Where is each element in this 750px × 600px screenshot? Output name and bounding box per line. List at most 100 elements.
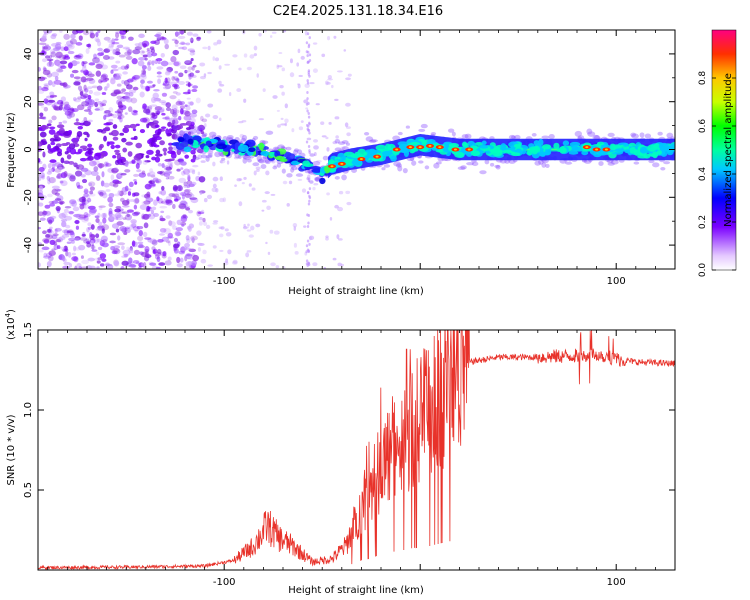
spectrogram-cell <box>120 65 127 70</box>
spectrogram-cell <box>306 109 309 113</box>
spectrogram-cell <box>132 49 141 55</box>
spectrogram-cell <box>308 74 311 78</box>
spectrogram-cell <box>96 106 104 111</box>
spectrogram-cell <box>332 257 337 261</box>
spectrogram-cell <box>289 58 293 64</box>
spectrogram-cell <box>337 141 346 145</box>
spectrogram-cell <box>43 98 49 104</box>
spectrogram-cell <box>146 50 153 53</box>
spectrogram-cell <box>160 210 165 214</box>
spectrogram-cell <box>218 80 222 85</box>
spectrogram-cell <box>64 206 72 209</box>
spectrogram-cell <box>314 176 320 182</box>
spectrogram-cell <box>174 31 181 36</box>
spectrogram-cell <box>232 54 238 58</box>
spectrogram-cell <box>81 217 89 223</box>
spectrogram-cell <box>154 156 161 163</box>
spectrogram-cell <box>84 137 88 142</box>
spectrogram-cell <box>140 83 144 88</box>
spectrogram-cell <box>173 237 179 243</box>
spectrogram-cell <box>248 234 254 238</box>
spectrogram-cell <box>151 52 158 57</box>
spectrogram-cell <box>112 48 117 55</box>
spectrogram-cell <box>308 168 313 174</box>
spectrogram-cell <box>38 211 44 217</box>
spectrogram-cell <box>219 176 223 181</box>
spectrogram-cell <box>80 174 86 178</box>
spectrogram-cell <box>63 170 68 178</box>
spectrogram-xlabel: Height of straight line (km) <box>288 286 424 297</box>
spectrogram-cell <box>192 154 197 160</box>
spectrogram-cell <box>183 146 192 153</box>
spectrogram-cell <box>142 213 150 218</box>
spectrogram-cell <box>49 226 53 230</box>
spectrogram-cell <box>187 138 194 145</box>
spectrogram-cell <box>117 107 124 114</box>
colorbar-tick-label: 0.4 <box>698 167 708 182</box>
spectrogram-cell <box>49 91 55 96</box>
spectrogram-cell <box>184 243 191 248</box>
spectrogram-cell <box>334 176 340 180</box>
spectrogram-cell <box>94 98 100 102</box>
spectrogram-cell <box>142 103 147 110</box>
spectrogram-cell <box>248 147 256 153</box>
spectrogram-cell <box>91 249 98 252</box>
spectrogram-cell <box>87 222 92 227</box>
spectrogram-cell <box>188 209 194 214</box>
spectrogram-cell <box>493 149 504 154</box>
spectrogram-cell <box>74 220 80 224</box>
spectrogram-cell <box>139 117 148 123</box>
spectrogram-cell <box>189 38 193 42</box>
spectrogram-cell <box>284 118 289 124</box>
spectrogram-cell <box>319 177 326 185</box>
spectrogram-cell <box>185 70 192 73</box>
spectrogram-cell <box>101 242 109 248</box>
spectrogram-cell <box>96 238 103 243</box>
spectrogram-cell <box>178 46 185 50</box>
spectrogram-cell <box>105 189 111 192</box>
spectrogram-cell <box>178 250 186 255</box>
spectrogram-cell <box>142 231 148 238</box>
spectrogram-cell <box>51 71 59 78</box>
spectrogram-cell <box>312 262 318 267</box>
spectrogram-cell <box>104 263 113 267</box>
spectrogram-cell <box>577 135 585 140</box>
spectrogram-cell <box>75 118 79 122</box>
spectrogram-cell <box>144 183 152 190</box>
spectrogram-cell <box>127 191 132 196</box>
spectrogram-cell <box>110 69 114 74</box>
spectrogram-cell <box>63 101 70 107</box>
spectrogram-cell <box>44 204 51 209</box>
spectrogram-cell <box>258 142 264 151</box>
spectrogram-cell <box>123 253 129 258</box>
spectrogram-cell <box>38 67 42 72</box>
spectrogram-cell <box>320 121 325 125</box>
spectrogram-cell <box>309 180 314 184</box>
spectrogram-cell <box>306 137 312 141</box>
spectrogram-cell <box>190 237 195 242</box>
spectrogram-cell <box>71 252 76 256</box>
spectrogram-cell <box>135 162 140 170</box>
spectrogram-cell <box>160 189 167 196</box>
spectrogram-cell <box>127 216 132 221</box>
spectrogram-cell <box>174 132 179 137</box>
spectrogram-cell <box>220 226 225 230</box>
spectrogram-cell <box>81 233 86 237</box>
spectrogram-cell <box>337 238 343 241</box>
spectrogram-cell <box>305 250 308 254</box>
spectrogram-cell <box>119 113 124 118</box>
spectrogram-cell <box>61 211 68 218</box>
spectrogram-cell <box>255 223 261 228</box>
spectrogram-cell <box>51 200 59 204</box>
spectrogram-cell <box>131 223 137 229</box>
spectrogram-cell <box>158 233 165 236</box>
spectrogram-cell <box>251 187 256 191</box>
spectrogram-cell <box>88 160 97 167</box>
spectrogram-cell <box>153 89 160 92</box>
spectrogram-cell <box>228 91 232 97</box>
spectrogram-cell <box>126 64 130 69</box>
spectrogram-cell <box>141 200 150 206</box>
spectrogram-cell <box>587 131 596 137</box>
spectrogram-cell <box>128 89 137 94</box>
spectrogram-cell <box>116 154 122 160</box>
